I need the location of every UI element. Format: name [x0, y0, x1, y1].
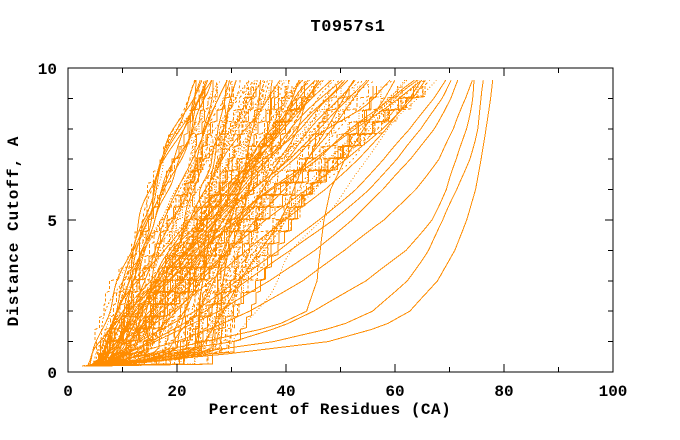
model-curve [94, 86, 218, 367]
model-curve [102, 86, 355, 367]
model-curve [104, 86, 338, 367]
model-curve [93, 79, 309, 367]
model-curve [103, 79, 256, 367]
model-curve [97, 79, 419, 367]
model-curve [95, 86, 403, 367]
model-curve [96, 80, 230, 367]
model-curve [89, 80, 203, 367]
model-curve [98, 86, 206, 367]
model-curve [90, 86, 254, 367]
model-curve [87, 79, 420, 367]
model-curve [94, 79, 249, 367]
outlier-curve [95, 80, 484, 367]
model-curve [102, 80, 209, 366]
model-curve [103, 79, 320, 367]
model-curve [100, 79, 368, 367]
outlier-curve [95, 79, 396, 367]
model-curve [87, 79, 222, 367]
model-curve [106, 86, 249, 367]
x-tick-label: 20 [167, 383, 186, 401]
model-curve [88, 86, 234, 367]
outlier-curve [94, 79, 452, 367]
model-curve [99, 79, 408, 367]
model-curve [107, 79, 391, 367]
model-curve [89, 86, 418, 367]
x-tick-label: 0 [63, 383, 73, 401]
model-curve [100, 79, 406, 367]
model-curve [102, 86, 424, 367]
model-curve [95, 80, 258, 367]
model-curve [92, 86, 279, 367]
model-curve [97, 86, 398, 367]
model-curve [101, 80, 209, 367]
outlier-curve [96, 80, 459, 367]
model-curve [89, 86, 233, 367]
model-curve [100, 79, 426, 367]
y-tick-label: 5 [47, 213, 57, 231]
model-curve [81, 80, 241, 367]
model-curve [101, 79, 316, 367]
x-tick-label: 40 [276, 383, 295, 401]
model-curve [102, 80, 214, 367]
x-tick-label: 60 [385, 383, 404, 401]
model-curve [97, 79, 250, 367]
model-curve [89, 79, 281, 367]
model-curve [100, 79, 343, 367]
outlier-curve [90, 79, 447, 367]
axis-ticks [67, 67, 614, 373]
outlier-curve [90, 79, 422, 367]
model-curves [81, 79, 494, 367]
x-tick-label: 100 [599, 383, 628, 401]
model-curve [94, 86, 200, 367]
model-curve [95, 86, 359, 367]
outlier-curve [90, 79, 426, 367]
model-curve [90, 80, 363, 367]
outlier-curve [90, 80, 473, 367]
model-curve [94, 79, 264, 367]
model-curve [95, 86, 275, 367]
y-tick-label: 10 [38, 61, 57, 79]
model-curve [90, 80, 201, 367]
model-curve [108, 79, 302, 367]
x-axis-label: Percent of Residues (CA) [208, 401, 452, 419]
model-curve [99, 86, 219, 367]
model-curve [100, 79, 322, 367]
model-curve [106, 80, 218, 367]
model-curve [93, 80, 318, 367]
model-curve [89, 86, 264, 367]
x-tick-label: 80 [494, 383, 513, 401]
model-curve [90, 79, 349, 367]
model-curve [100, 80, 196, 367]
outlier-curve [94, 80, 494, 367]
model-curve [104, 79, 257, 367]
model-curve [97, 86, 378, 367]
model-curve [97, 79, 287, 366]
chart-title: T0957s1 [310, 18, 386, 37]
model-curve [84, 79, 355, 367]
model-curve [86, 79, 415, 367]
outlier-curve [92, 80, 475, 367]
y-tick-label: 0 [47, 365, 57, 383]
